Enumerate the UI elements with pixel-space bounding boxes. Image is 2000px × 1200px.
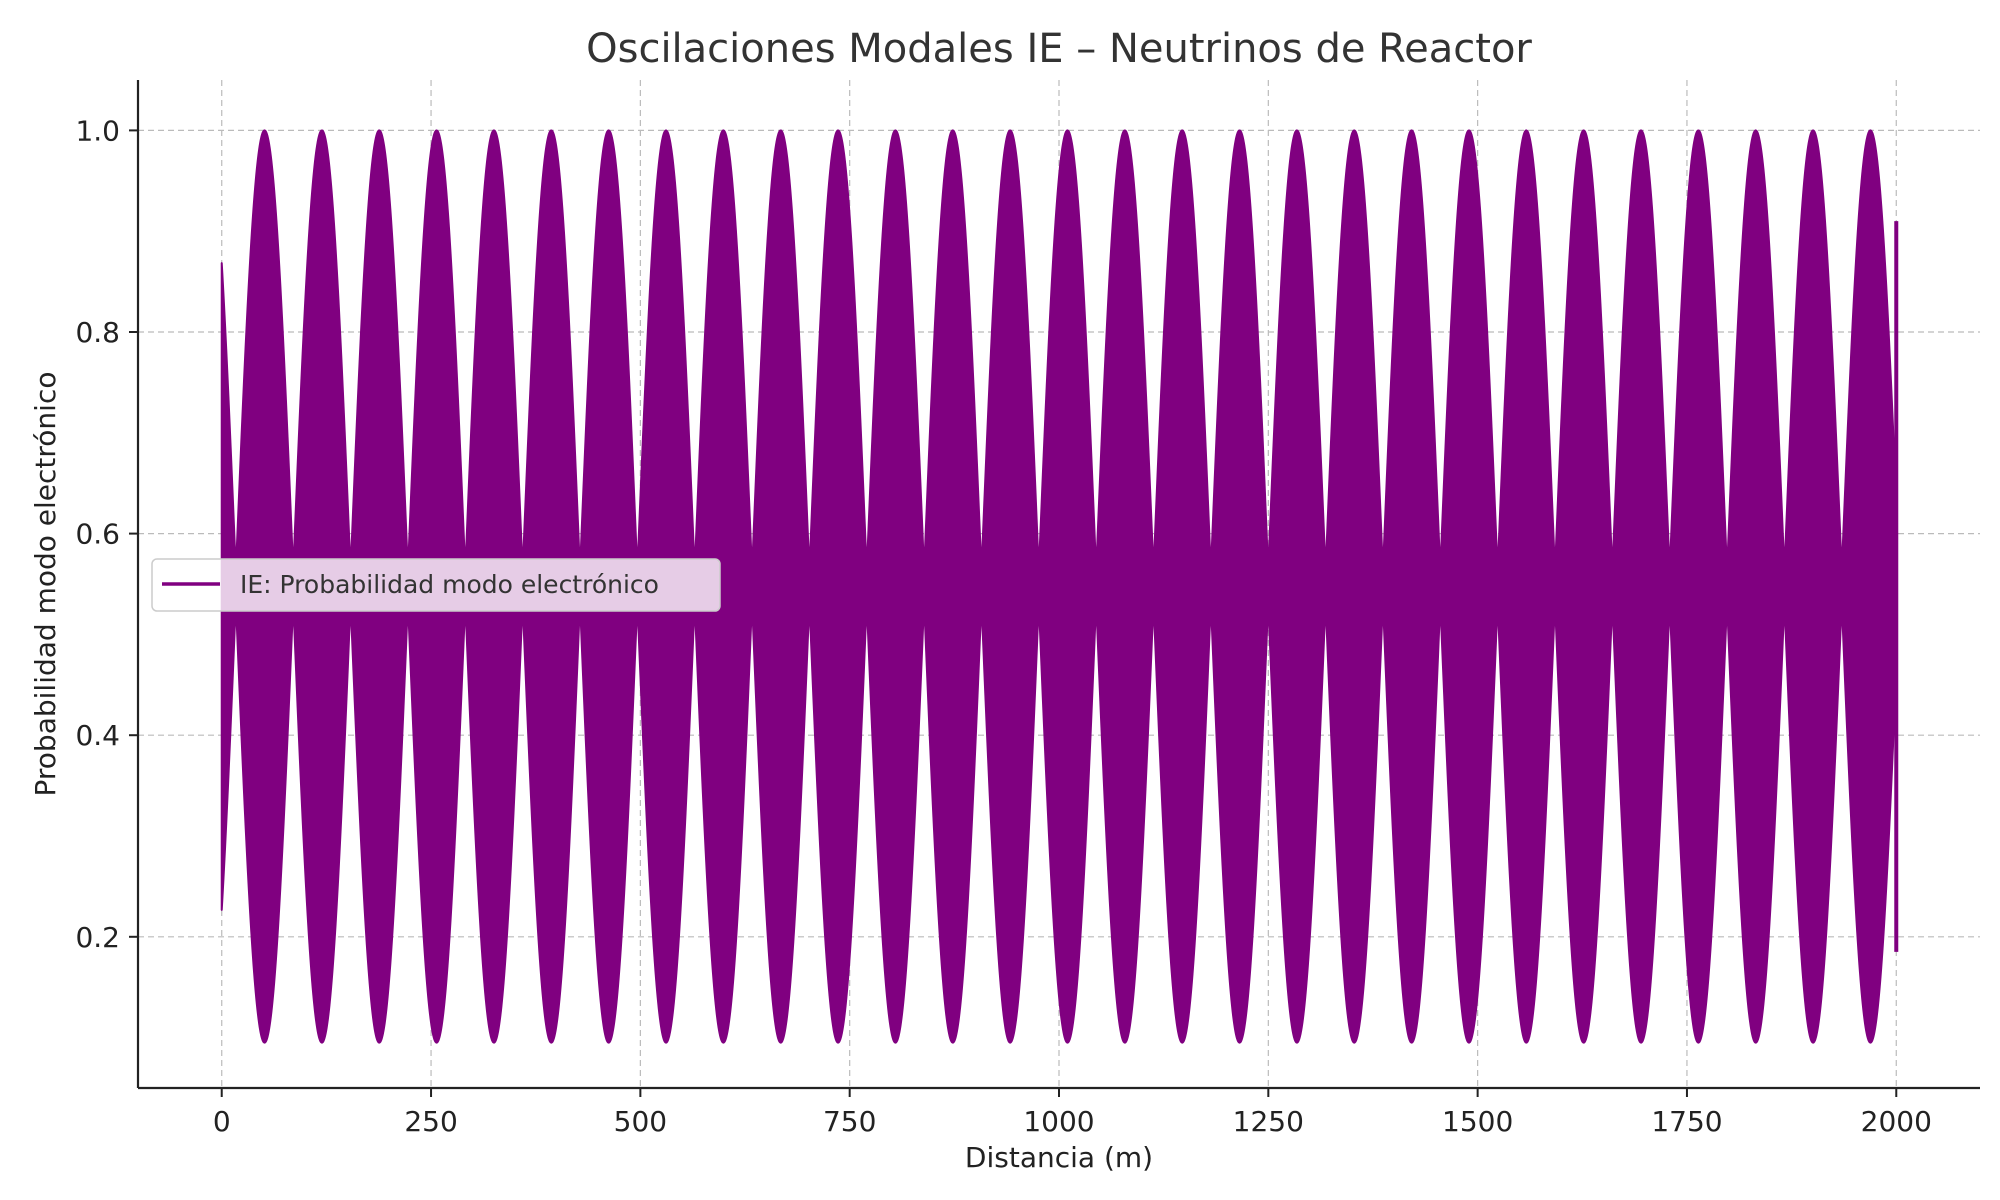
x-tick-label: 500	[614, 1105, 667, 1138]
y-tick-label: 0.2	[75, 921, 120, 954]
y-axis-label: Probabilidad modo electrónico	[29, 372, 62, 797]
x-axis-label: Distancia (m)	[965, 1141, 1153, 1174]
x-tick-label: 0	[213, 1105, 231, 1138]
y-tick-label: 0.4	[75, 719, 120, 752]
chart-title: Oscilaciones Modales IE – Neutrinos de R…	[586, 26, 1532, 72]
y-tick-label: 0.8	[75, 316, 120, 349]
x-tick-label: 1250	[1233, 1105, 1304, 1138]
x-tick-label: 1000	[1023, 1105, 1094, 1138]
legend: IE: Probabilidad modo electrónico	[151, 558, 721, 612]
x-tick-label: 2000	[1861, 1105, 1932, 1138]
y-tick-label: 1.0	[75, 114, 120, 147]
legend-box	[151, 558, 721, 612]
x-tick-label: 1500	[1442, 1105, 1513, 1138]
x-ticks: 0 250 500 750 1000 1250 1500 1750 2000	[213, 1088, 1932, 1138]
x-tick-label: 250	[404, 1105, 457, 1138]
x-tick-label: 750	[823, 1105, 876, 1138]
x-tick-label: 1750	[1651, 1105, 1722, 1138]
y-ticks: 0.2 0.4 0.6 0.8 1.0	[75, 114, 138, 954]
series-layer	[220, 129, 1899, 1044]
y-tick-label: 0.6	[75, 518, 120, 551]
legend-label: IE: Probabilidad modo electrónico	[240, 570, 659, 599]
